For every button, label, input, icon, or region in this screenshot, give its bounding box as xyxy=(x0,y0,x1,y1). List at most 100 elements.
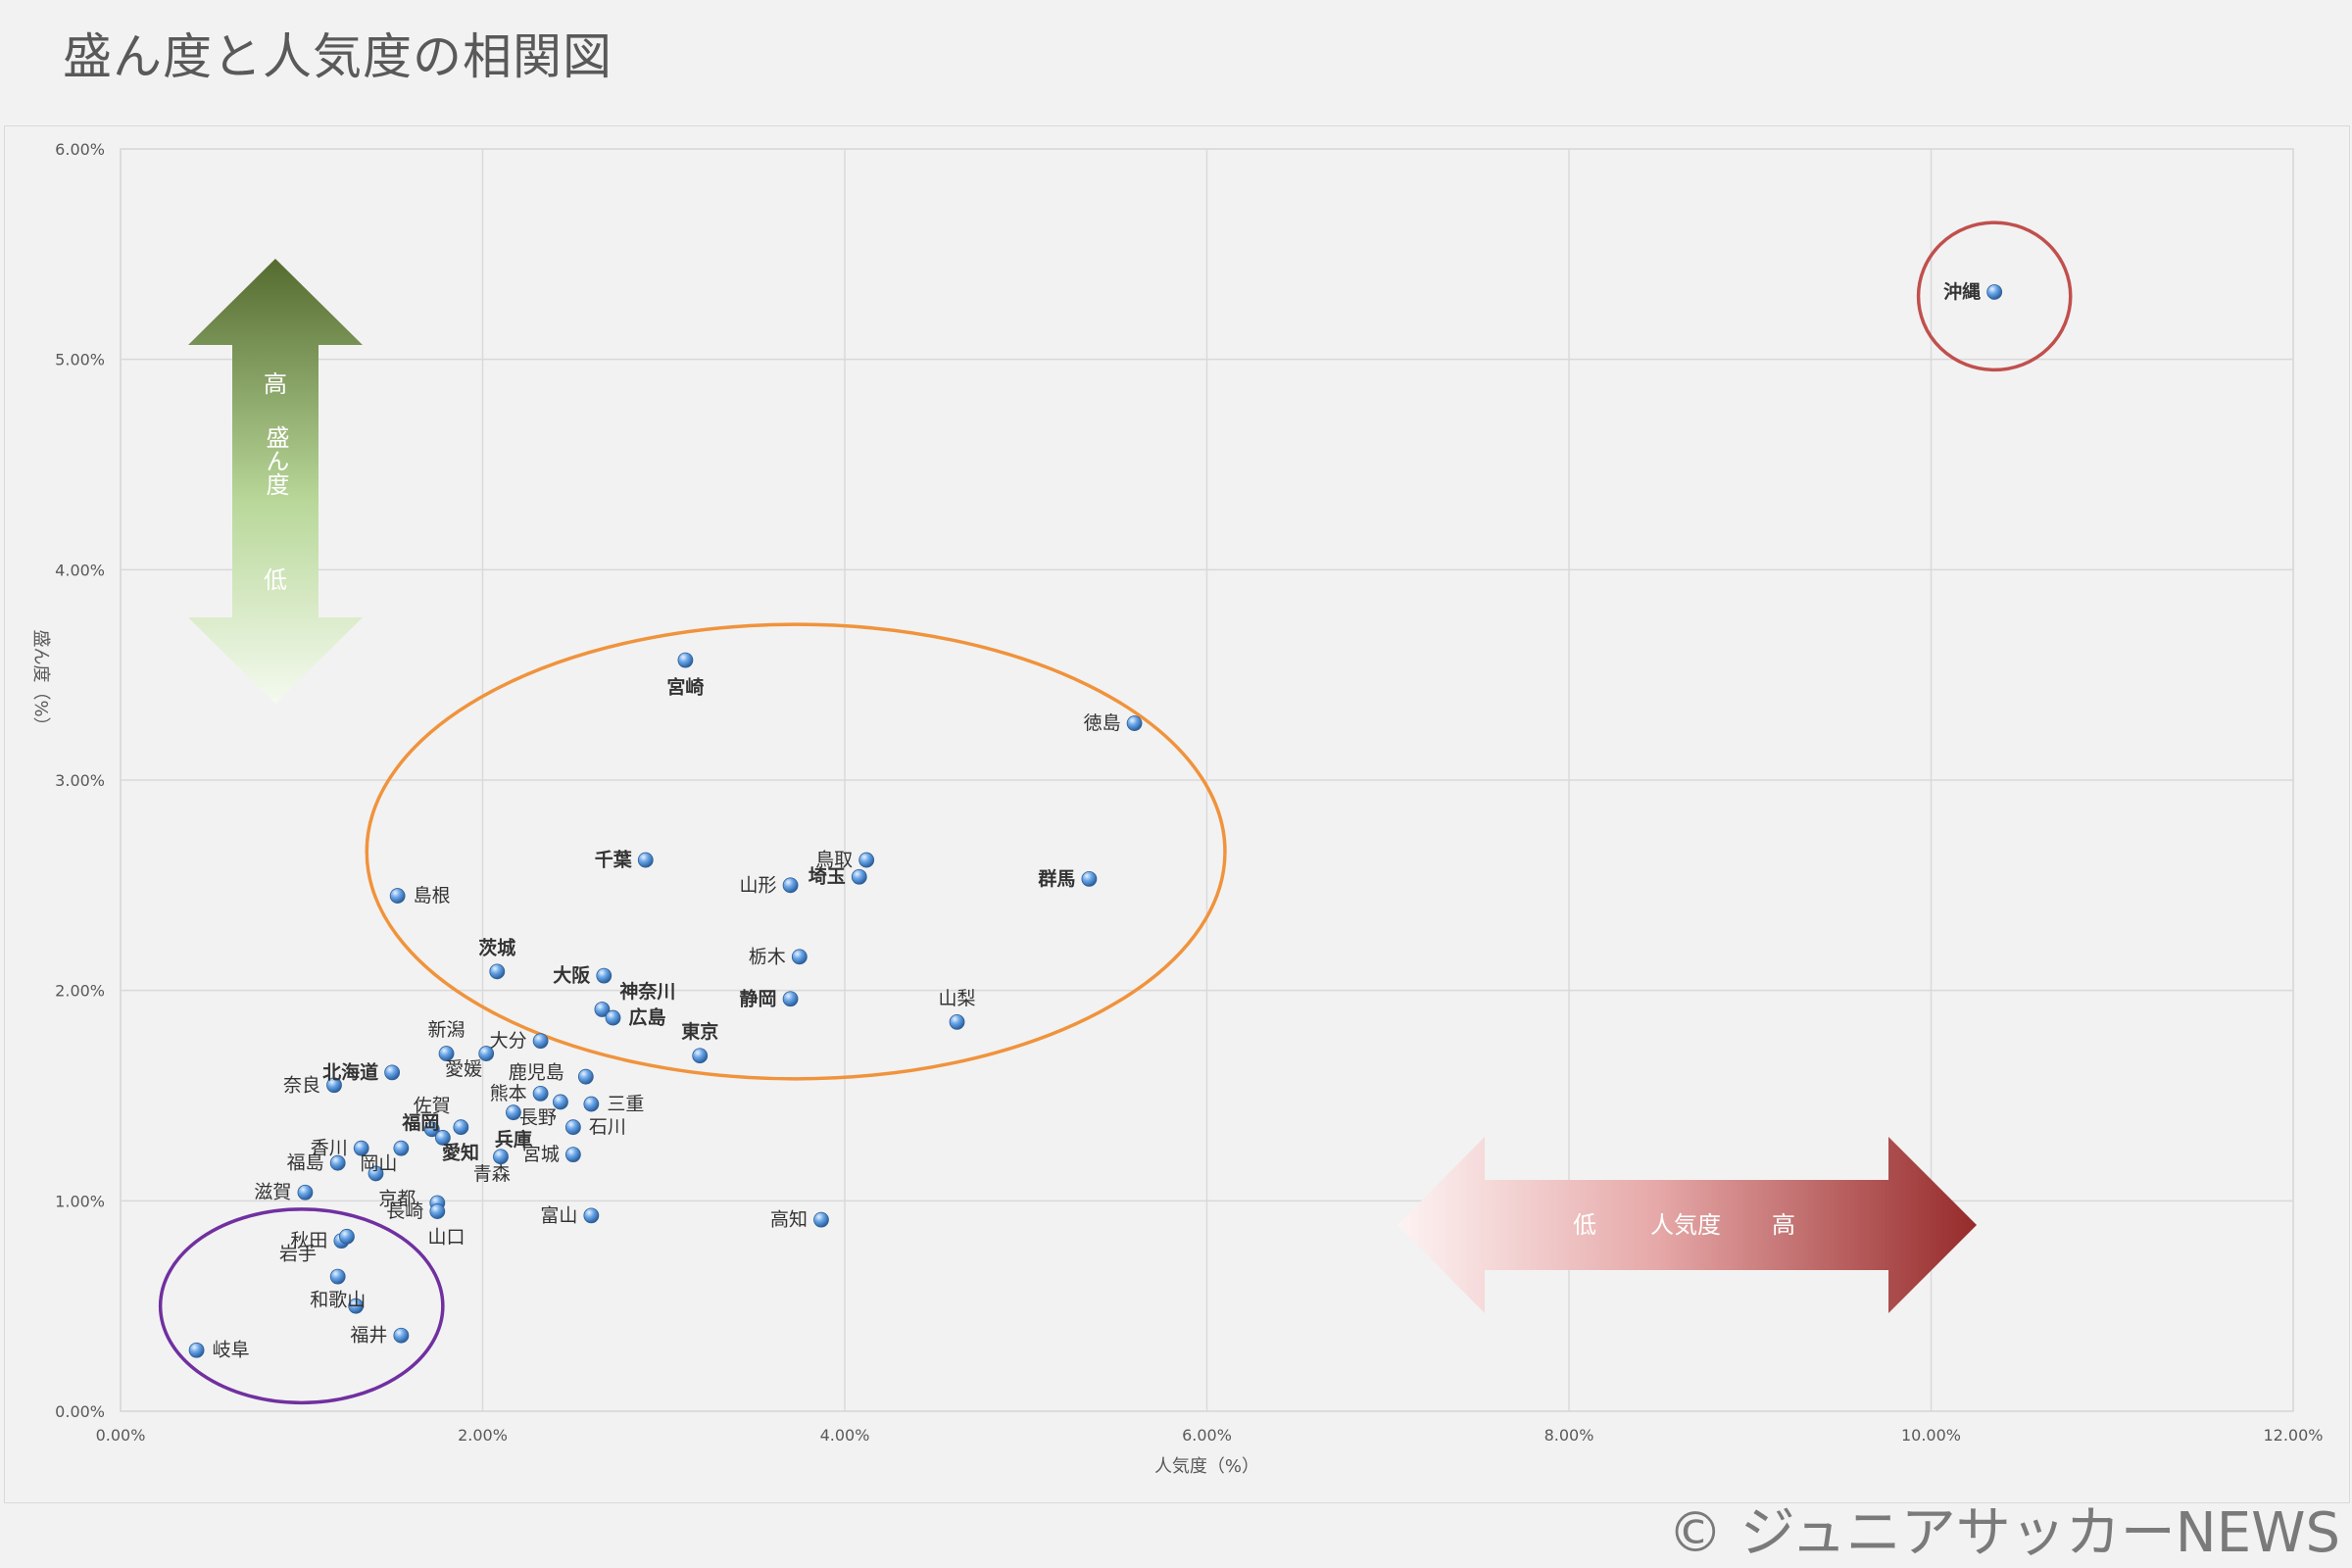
axes: 0.00% 2.00% 4.00% 6.00% 8.00% 10.00% 12.00% 0.0… xyxy=(30,140,2324,1477)
y-tick-label: 6.00% xyxy=(55,140,105,159)
point-label: 愛知 xyxy=(442,1141,479,1163)
point-label: 岩手 xyxy=(279,1243,317,1264)
point-label: 栃木 xyxy=(749,946,786,967)
data-point xyxy=(791,949,808,965)
point-label: 大分 xyxy=(490,1030,527,1052)
data-point xyxy=(596,967,612,984)
horizontal-arrow-middle-label: 人気度 xyxy=(1650,1211,1721,1239)
x-tick-label: 0.00% xyxy=(96,1426,146,1445)
data-point xyxy=(583,1207,600,1224)
point-label: 熊本 xyxy=(490,1083,527,1104)
data-point xyxy=(393,1327,410,1344)
point-label: 鹿児島 xyxy=(509,1062,564,1084)
data-point xyxy=(353,1140,369,1156)
point-label: 新潟 xyxy=(428,1019,466,1041)
data-point xyxy=(1986,284,2003,300)
data-point xyxy=(188,1342,205,1358)
data-point xyxy=(329,1154,346,1171)
purple-highlight-ellipse xyxy=(158,1207,445,1405)
red-highlight-ellipse xyxy=(1916,220,2073,372)
data-point xyxy=(532,1033,549,1050)
point-label: 東京 xyxy=(681,1020,718,1043)
x-tick-label: 8.00% xyxy=(1544,1426,1594,1445)
point-label: 千葉 xyxy=(595,850,633,871)
data-point xyxy=(692,1048,709,1064)
point-label: 鳥取 xyxy=(815,850,853,871)
point-label: 神奈川 xyxy=(619,980,675,1003)
point-label: 香川 xyxy=(311,1138,348,1159)
point-label: 岐阜 xyxy=(213,1340,250,1361)
data-point xyxy=(532,1085,549,1102)
data-point xyxy=(949,1013,965,1030)
data-point xyxy=(583,1096,600,1112)
data-points xyxy=(188,284,2003,1358)
horizontal-arrow-left-label: 低 xyxy=(1573,1211,1596,1239)
y-tick-label: 5.00% xyxy=(55,351,105,369)
point-label: 兵庫 xyxy=(495,1128,532,1151)
horizontal-arrow-right-label: 高 xyxy=(1772,1211,1795,1239)
point-label: 宮城 xyxy=(522,1144,560,1165)
horizontal-gradient-arrow xyxy=(1397,1137,1977,1313)
vertical-arrow-middle-label: 盛ん度 xyxy=(262,425,289,496)
point-label: 奈良 xyxy=(283,1074,320,1096)
point-label: 佐賀 xyxy=(414,1095,451,1116)
point-label: 和歌山 xyxy=(310,1290,366,1311)
data-point xyxy=(339,1228,355,1245)
data-point xyxy=(493,1149,509,1165)
data-point xyxy=(438,1046,455,1061)
point-label: 島根 xyxy=(414,885,451,906)
point-label: 富山 xyxy=(540,1204,577,1226)
x-tick-label: 10.00% xyxy=(1901,1426,1961,1445)
data-point xyxy=(326,1077,342,1094)
data-point xyxy=(605,1009,621,1026)
y-tick-label: 4.00% xyxy=(55,561,105,579)
data-point xyxy=(389,888,406,904)
data-point xyxy=(506,1104,521,1121)
point-label: 高知 xyxy=(770,1209,808,1231)
point-label: 北海道 xyxy=(322,1060,378,1083)
chart-title: 盛ん度と人気度の相関図 xyxy=(63,28,612,85)
arrows: 高 盛ん度 低 低 人気度 高 xyxy=(188,259,1977,1313)
vertical-gradient-arrow xyxy=(188,259,363,704)
point-label: 滋賀 xyxy=(254,1182,291,1203)
data-point xyxy=(1126,715,1143,731)
data-point xyxy=(423,1121,440,1138)
point-label: 石川 xyxy=(589,1116,626,1138)
x-tick-label: 6.00% xyxy=(1182,1426,1232,1445)
point-label: 広島 xyxy=(629,1006,666,1029)
data-point xyxy=(677,652,694,668)
point-label: 福岡 xyxy=(401,1111,439,1134)
point-label: 青森 xyxy=(473,1163,511,1185)
point-label: 福島 xyxy=(287,1152,324,1174)
y-tick-label: 3.00% xyxy=(55,771,105,790)
point-label: 宮崎 xyxy=(666,676,704,699)
data-point xyxy=(594,1002,611,1017)
x-tick-label: 12.00% xyxy=(2263,1426,2323,1445)
data-point xyxy=(553,1094,568,1110)
highlight-ellipses xyxy=(158,220,2073,1405)
data-point xyxy=(329,1268,346,1285)
orange-highlight-ellipse xyxy=(365,622,1227,1081)
point-label: 愛媛 xyxy=(445,1058,482,1080)
data-point xyxy=(577,1068,594,1085)
data-point xyxy=(453,1119,469,1136)
point-label: 沖縄 xyxy=(1943,280,1981,303)
chart-area xyxy=(4,125,2350,1503)
point-label: 山口 xyxy=(428,1226,466,1248)
data-point xyxy=(813,1211,829,1228)
data-point xyxy=(782,991,799,1007)
point-label: 群馬 xyxy=(1037,867,1075,890)
data-point xyxy=(348,1298,365,1314)
data-point xyxy=(393,1140,410,1156)
data-point xyxy=(858,852,875,868)
data-point xyxy=(564,1147,581,1163)
x-axis-label: 人気度（%） xyxy=(1154,1456,1259,1477)
data-point xyxy=(478,1046,495,1061)
copyright-notice: © ジュニアサッカーNEWS xyxy=(1667,1501,2340,1565)
data-point xyxy=(434,1130,451,1146)
vertical-arrow-top-label: 高 xyxy=(264,370,287,398)
point-label: 山形 xyxy=(740,874,777,896)
y-tick-label: 1.00% xyxy=(55,1192,105,1210)
vertical-arrow-bottom-label: 低 xyxy=(264,566,287,594)
point-label: 大阪 xyxy=(553,964,591,987)
